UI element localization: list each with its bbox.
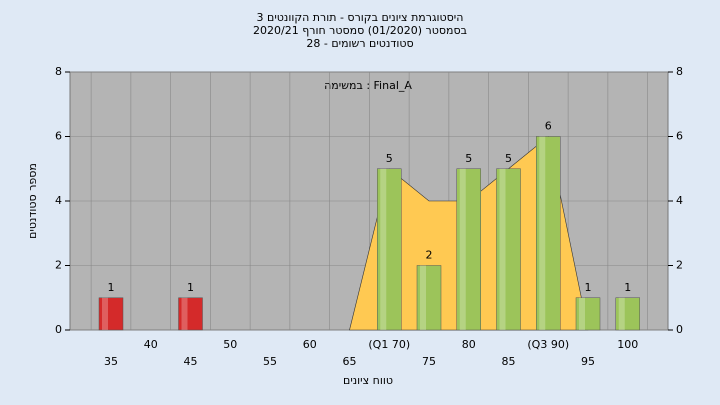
x-tick-label: 100 [617,338,638,351]
value-label: 5 [465,152,472,165]
x-tick-label: (Q1 70) [368,338,410,351]
x-tick-label: 60 [303,338,317,351]
x-axis-label: טווח ציונים [343,374,393,387]
bar [377,168,402,331]
bar-shine [499,168,506,330]
y-tick-label: 0 [55,323,62,336]
bar [615,297,640,331]
bar-shine [459,168,466,330]
title: היסטוגרמת ציונים בקורס - תורת הקוונטים 3 [257,11,464,24]
x-tick-label: 40 [144,338,158,351]
x-tick-label: 85 [502,355,516,368]
y-tick-label: 8 [55,65,62,78]
annotation: במשימה : Final_A [324,79,412,92]
bar-shine [618,297,625,330]
bar [496,168,521,331]
x-tick-label: 55 [263,355,277,368]
x-tick-label: (Q3 90) [527,338,569,351]
bar-shine [539,136,546,330]
bar-shine [181,297,188,330]
value-label: 5 [505,152,512,165]
value-label: 6 [545,120,552,133]
x-tick-label: 45 [184,355,198,368]
x-tick-label: 50 [223,338,237,351]
x-tick-label: 80 [462,338,476,351]
x-tick-label: 35 [104,355,118,368]
bar [536,136,561,331]
bar [178,297,203,331]
subtitle: בסמסטר (01/2020) סמסטר חורף 2020/21 [253,24,467,37]
bar [98,297,124,331]
y2-tick-label: 4 [676,194,683,207]
bar [416,265,442,331]
y-tick-label: 6 [55,130,62,143]
value-label: 1 [624,281,631,294]
value-label: 1 [108,281,115,294]
bar-shine [579,297,585,330]
y2-tick-label: 6 [676,130,683,143]
x-tick-label: 65 [343,355,357,368]
value-label: 1 [585,281,592,294]
y2-tick-label: 8 [676,65,683,78]
y-tick-label: 2 [55,259,62,272]
value-label: 1 [187,281,194,294]
bar [456,168,481,331]
y2-tick-label: 2 [676,259,683,272]
x-tick-label: 95 [581,355,595,368]
bar-shine [420,265,426,330]
y-axis-label: מספר סטודנטים [26,163,39,239]
x-tick-label: 75 [422,355,436,368]
value-label: 2 [426,249,433,262]
bar [575,297,601,331]
y-tick-label: 4 [55,194,62,207]
subtitle2: סטודנטים רשומים - 28 [306,37,413,50]
y2-tick-label: 0 [676,323,683,336]
bar-shine [380,168,387,330]
value-label: 5 [386,152,393,165]
bar-shine [102,297,108,330]
